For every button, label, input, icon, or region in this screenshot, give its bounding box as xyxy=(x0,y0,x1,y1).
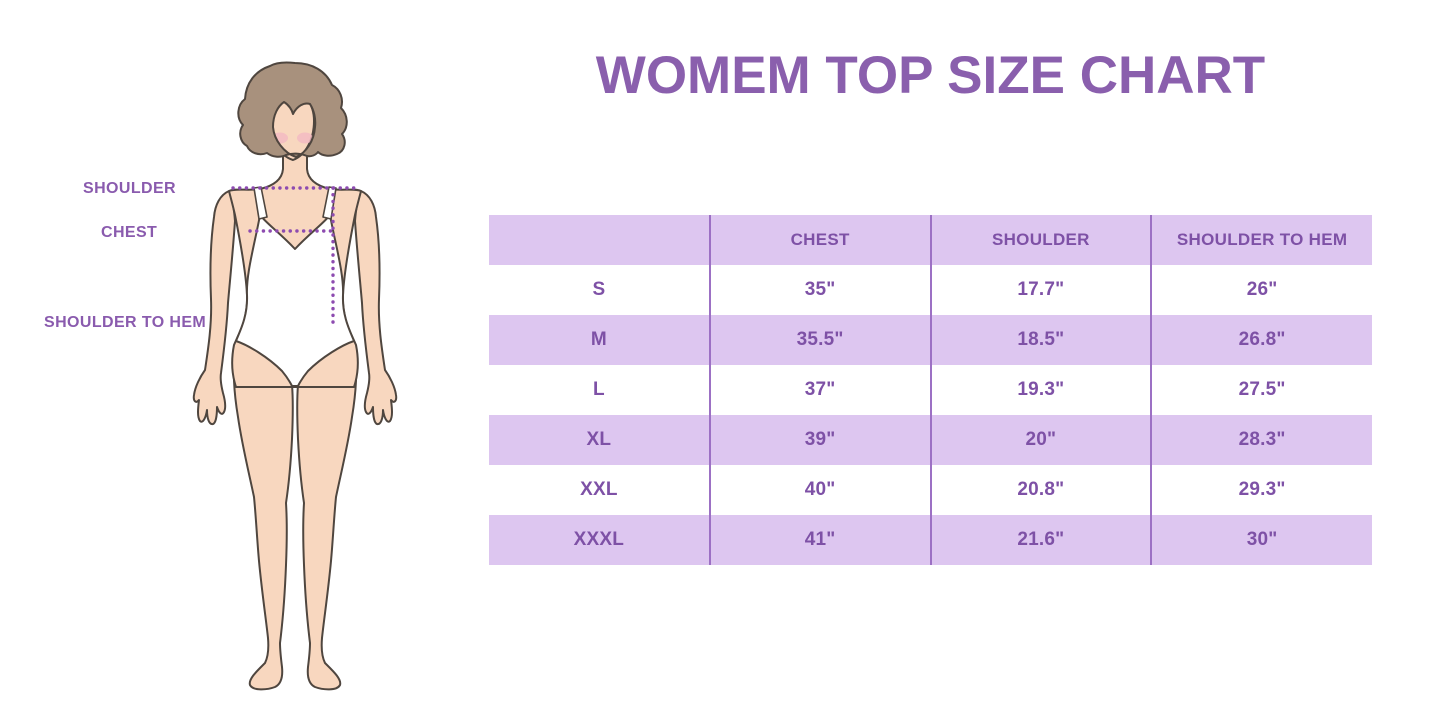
shoulder-cell: 19.3" xyxy=(929,365,1152,415)
header-shoulder: SHOULDER xyxy=(929,215,1152,265)
size-cell: XXL xyxy=(580,479,618,500)
hem-cell: 26" xyxy=(1150,265,1372,315)
chest-cell: 41" xyxy=(708,515,931,565)
hem-cell: 27.5" xyxy=(1150,365,1372,415)
hem-cell: 28.3" xyxy=(1150,415,1372,465)
table-header-row: CHEST SHOULDER SHOULDER TO HEM xyxy=(489,215,1372,265)
shoulder-cell: 20" xyxy=(929,415,1152,465)
table-row-m: M 35.5" 18.5" 26.8" xyxy=(489,315,1372,365)
right-blush xyxy=(297,132,313,144)
table-row-xxl: XXL 40" 20.8" 29.3" xyxy=(489,465,1372,515)
right-leg xyxy=(296,344,358,691)
size-cell: M xyxy=(590,329,607,350)
shoulder-cell: 20.8" xyxy=(929,465,1152,515)
left-arm xyxy=(192,190,236,426)
size-cell: L xyxy=(592,379,605,400)
shoulder-cell: 18.5" xyxy=(929,315,1152,365)
table-row-l: L 37" 19.3" 27.5" xyxy=(489,365,1372,415)
size-cell: S xyxy=(592,279,606,300)
table-row-s: S 35" 17.7" 26" xyxy=(489,265,1372,315)
hem-cell: 26.8" xyxy=(1150,315,1372,365)
header-shoulder-to-hem: SHOULDER TO HEM xyxy=(1150,215,1372,265)
header-chest: CHEST xyxy=(708,215,931,265)
size-chart-table: CHEST SHOULDER SHOULDER TO HEM S 35" 17.… xyxy=(489,215,1372,565)
shoulder-cell: 21.6" xyxy=(929,515,1152,565)
page-title: WOMEM TOP SIZE CHART xyxy=(595,46,1266,105)
hair xyxy=(237,61,348,158)
header-size xyxy=(489,215,710,265)
measurement-label-chest: CHEST xyxy=(101,224,158,241)
bodysuit xyxy=(235,214,355,387)
size-cell: XXXL xyxy=(573,529,625,550)
chest-cell: 35.5" xyxy=(708,315,931,365)
right-arm xyxy=(354,190,398,426)
chest-cell: 39" xyxy=(708,415,931,465)
hem-cell: 29.3" xyxy=(1150,465,1372,515)
chest-cell: 40" xyxy=(708,465,931,515)
left-leg xyxy=(232,344,294,691)
hem-cell: 30" xyxy=(1150,515,1372,565)
table-row-xxxl: XXXL 41" 21.6" 30" xyxy=(489,515,1372,565)
measurement-label-shoulder-to-hem: SHOULDER TO HEM xyxy=(44,314,207,331)
woman-figure-illustration xyxy=(192,61,398,691)
measurement-dotted-lines xyxy=(231,186,357,329)
chest-cell: 37" xyxy=(708,365,931,415)
measurement-label-shoulder: SHOULDER xyxy=(83,180,176,197)
size-cell: XL xyxy=(586,429,612,450)
chest-cell: 35" xyxy=(708,265,931,315)
shoulder-cell: 17.7" xyxy=(929,265,1152,315)
table-row-xl: XL 39" 20" 28.3" xyxy=(489,415,1372,465)
